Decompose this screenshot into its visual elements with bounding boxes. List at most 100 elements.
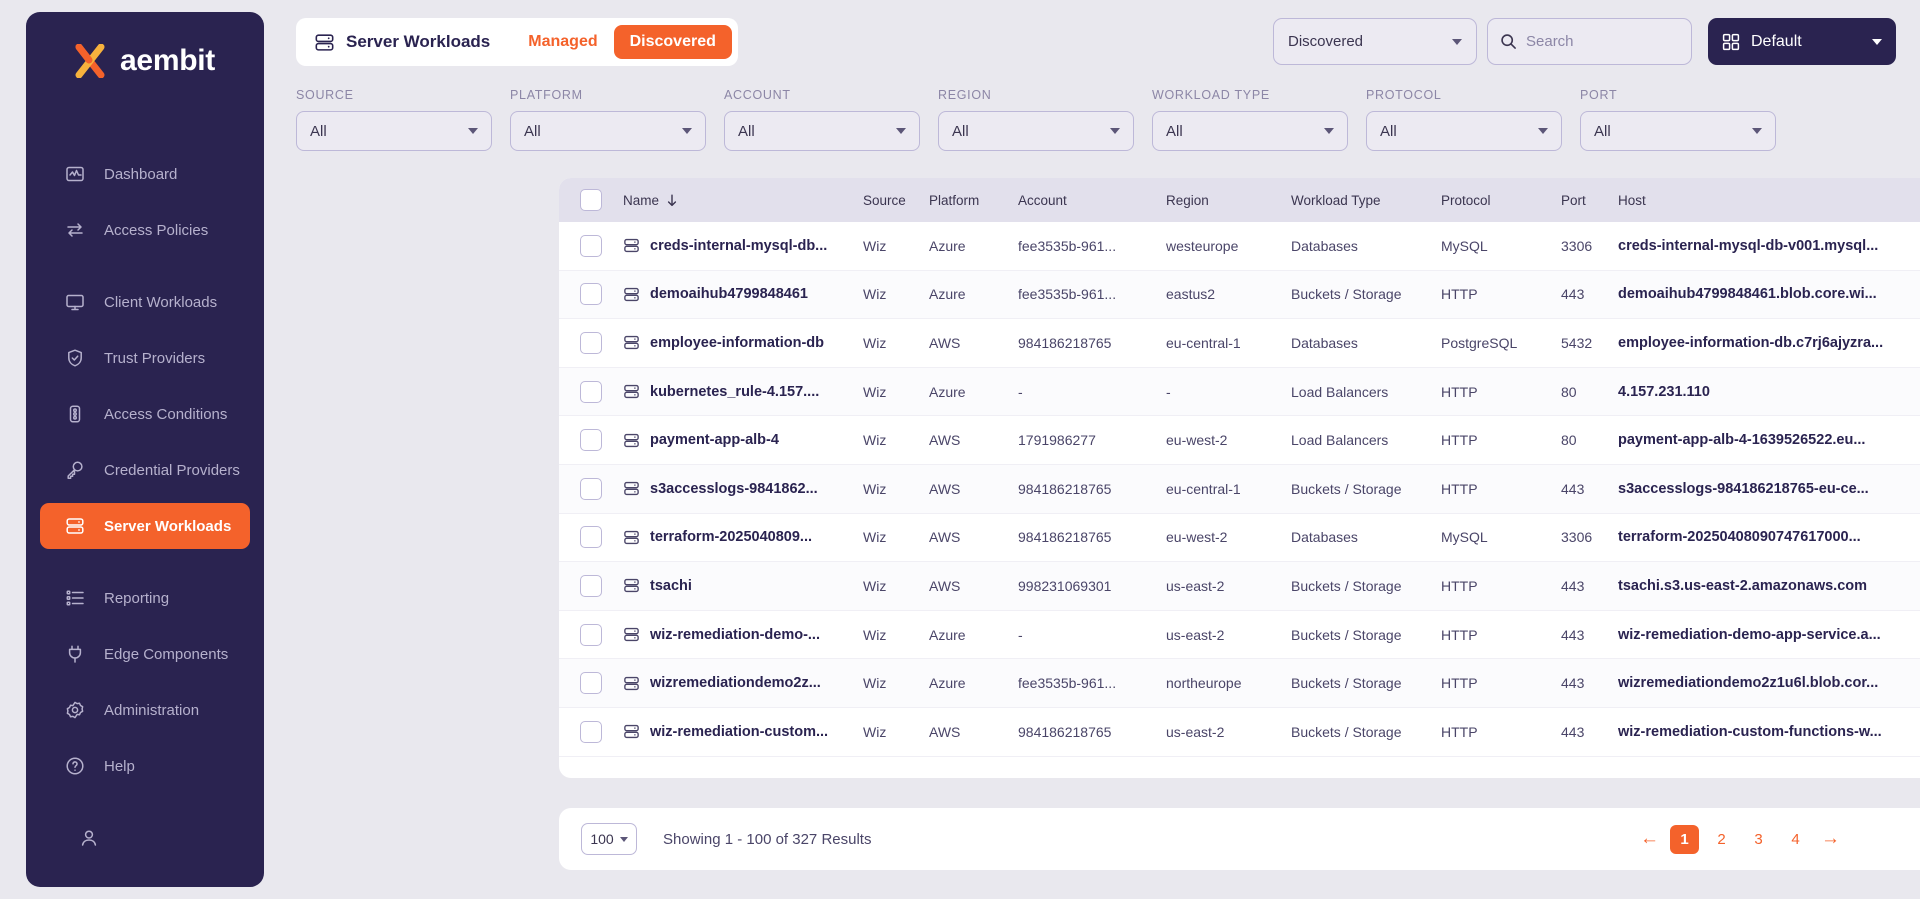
workload-name[interactable]: kubernetes_rule-4.157....	[650, 383, 820, 400]
column-header-source[interactable]: Source	[863, 192, 906, 208]
table-row[interactable]: terraform-2025040809... Wiz AWS 98418621876…	[559, 513, 1920, 563]
table-row[interactable]: employee-information-db Wiz AWS 98418621876…	[559, 319, 1920, 368]
sidebar-item-reporting[interactable]: Reporting	[40, 575, 250, 621]
cell-host[interactable]: employee-information-db.c7rj6ajyzra...	[1618, 335, 1920, 351]
column-header-host[interactable]: Host	[1618, 192, 1646, 208]
filter-select-account[interactable]: All	[724, 111, 920, 151]
next-page-button[interactable]: →	[1821, 828, 1840, 849]
sidebar-item-help[interactable]: Help	[40, 743, 250, 789]
cell-name[interactable]: wiz-remediation-custom...	[623, 723, 863, 740]
cell-name[interactable]: demoaihub4799848461	[623, 286, 863, 303]
page-button-2[interactable]: 2	[1717, 830, 1726, 848]
row-checkbox[interactable]	[580, 331, 602, 354]
column-header-port[interactable]: Port	[1561, 192, 1586, 208]
cell-host[interactable]: wiz-remediation-demo-app-service.a...	[1618, 627, 1920, 643]
sidebar-item-edge-components[interactable]: Edge Components	[40, 631, 250, 677]
sidebar-item-administration[interactable]: Administration	[40, 687, 250, 733]
cell-host[interactable]: s3accesslogs-984186218765-eu-ce...	[1618, 481, 1920, 497]
cell-host[interactable]: terraform-20250408090747617000...	[1618, 529, 1920, 545]
workload-name[interactable]: payment-app-alb-4	[650, 432, 779, 449]
row-select-cell[interactable]	[559, 672, 623, 695]
cell-name[interactable]: terraform-2025040809...	[623, 529, 863, 546]
row-select-cell[interactable]	[559, 574, 623, 597]
row-select-cell[interactable]	[559, 477, 623, 500]
row-select-cell[interactable]	[559, 720, 623, 743]
row-checkbox[interactable]	[580, 623, 602, 646]
table-row[interactable]: wiz-remediation-demo-... Wiz Azure - us-east…	[559, 610, 1920, 660]
table-row[interactable]: wiz-remediation-custom... Wiz AWS 984186218…	[559, 707, 1920, 757]
filter-select-port[interactable]: All	[1580, 111, 1776, 151]
filter-select-platform[interactable]: All	[510, 111, 706, 151]
cell-host[interactable]: payment-app-alb-4-1639526522.eu...	[1618, 432, 1920, 448]
sidebar-item-dashboard[interactable]: Dashboard	[40, 151, 250, 197]
sidebar-item-client-workloads[interactable]: Client Workloads	[40, 279, 250, 325]
workload-name[interactable]: terraform-2025040809...	[650, 529, 813, 546]
column-header-name[interactable]: Name	[623, 193, 863, 208]
workload-name[interactable]: wizremediationdemo2z...	[650, 675, 821, 692]
column-header-region[interactable]: Region	[1166, 192, 1209, 208]
row-select-cell[interactable]	[559, 526, 623, 549]
cell-name[interactable]: payment-app-alb-4	[623, 432, 863, 449]
table-row[interactable]: creds-internal-mysql-db... Wiz Azure fee353…	[559, 222, 1920, 271]
table-row[interactable]: payment-app-alb-4 Wiz AWS 1791986277 eu-west…	[559, 416, 1920, 465]
tab-managed[interactable]: Managed	[528, 33, 598, 50]
cell-name[interactable]: wizremediationdemo2z...	[623, 675, 863, 692]
workload-name[interactable]: wiz-remediation-custom...	[650, 723, 829, 740]
page-size-select[interactable]: 100	[581, 823, 637, 855]
row-checkbox[interactable]	[580, 672, 602, 695]
cell-name[interactable]: s3accesslogs-9841862...	[623, 480, 863, 497]
cell-host[interactable]: creds-internal-mysql-db-v001.mysql...	[1618, 238, 1920, 254]
row-checkbox[interactable]	[580, 574, 602, 597]
select-all-cell[interactable]	[559, 189, 623, 211]
column-header-account[interactable]: Account	[1018, 192, 1067, 208]
page-button-4[interactable]: 4	[1791, 830, 1800, 848]
filter-select-workload-type[interactable]: All	[1152, 111, 1348, 151]
page-button-3[interactable]: 3	[1754, 830, 1763, 848]
user-account-button[interactable]	[54, 815, 236, 861]
brand-logo[interactable]: aembit	[26, 12, 264, 109]
sidebar-item-server-workloads[interactable]: Server Workloads	[40, 503, 250, 549]
cell-host[interactable]: 4.157.231.110	[1618, 384, 1920, 400]
row-select-cell[interactable]	[559, 283, 623, 306]
search-box[interactable]	[1487, 18, 1692, 65]
tab-discovered[interactable]: Discovered	[613, 25, 732, 59]
sidebar-item-trust-providers[interactable]: Trust Providers	[40, 335, 250, 381]
cell-host[interactable]: wiz-remediation-custom-functions-w...	[1618, 724, 1920, 740]
filter-select-source[interactable]: All	[296, 111, 492, 151]
cell-host[interactable]: tsachi.s3.us-east-2.amazonaws.com	[1618, 578, 1920, 594]
cell-name[interactable]: employee-information-db	[623, 334, 863, 351]
workload-name[interactable]: s3accesslogs-9841862...	[650, 480, 818, 497]
search-input[interactable]	[1526, 33, 1679, 50]
table-row[interactable]: tsachi Wiz AWS 998231069301 us-east-2 Buckets…	[559, 562, 1920, 611]
column-header-protocol[interactable]: Protocol	[1441, 192, 1491, 208]
table-row[interactable]: wizremediationdemo2z... Wiz Azure fee3535b-…	[559, 659, 1920, 708]
cell-name[interactable]: creds-internal-mysql-db...	[623, 237, 863, 254]
cell-host[interactable]: demoaihub4799848461.blob.core.wi...	[1618, 286, 1920, 302]
sidebar-item-credential-providers[interactable]: Credential Providers	[40, 447, 250, 493]
row-checkbox[interactable]	[580, 477, 602, 500]
row-select-cell[interactable]	[559, 429, 623, 452]
table-row[interactable]: demoaihub4799848461 Wiz Azure fee3535b-961.…	[559, 270, 1920, 320]
row-checkbox[interactable]	[580, 720, 602, 743]
row-select-cell[interactable]	[559, 234, 623, 257]
view-select-dropdown[interactable]: Discovered	[1273, 18, 1477, 65]
cell-name[interactable]: kubernetes_rule-4.157....	[623, 383, 863, 400]
filter-select-region[interactable]: All	[938, 111, 1134, 151]
table-row[interactable]: kubernetes_rule-4.157.... Wiz Azure - - Load …	[559, 367, 1920, 417]
filter-select-protocol[interactable]: All	[1366, 111, 1562, 151]
sidebar-item-access-policies[interactable]: Access Policies	[40, 207, 250, 253]
table-row[interactable]: s3accesslogs-9841862... Wiz AWS 98418621876…	[559, 464, 1920, 514]
row-checkbox[interactable]	[580, 429, 602, 452]
cell-name[interactable]: tsachi	[623, 577, 863, 594]
default-view-button[interactable]: Default	[1708, 18, 1896, 65]
select-all-checkbox[interactable]	[580, 189, 602, 211]
workload-name[interactable]: employee-information-db	[650, 334, 825, 351]
cell-host[interactable]: wizremediationdemo2z1u6l.blob.cor...	[1618, 675, 1920, 691]
row-select-cell[interactable]	[559, 380, 623, 403]
row-checkbox[interactable]	[580, 380, 602, 403]
workload-name[interactable]: wiz-remediation-demo-...	[650, 626, 820, 643]
prev-page-button[interactable]: ←	[1640, 828, 1659, 849]
cell-name[interactable]: wiz-remediation-demo-...	[623, 626, 863, 643]
column-header-platform[interactable]: Platform	[929, 192, 980, 208]
sidebar-item-access-conditions[interactable]: Access Conditions	[40, 391, 250, 437]
